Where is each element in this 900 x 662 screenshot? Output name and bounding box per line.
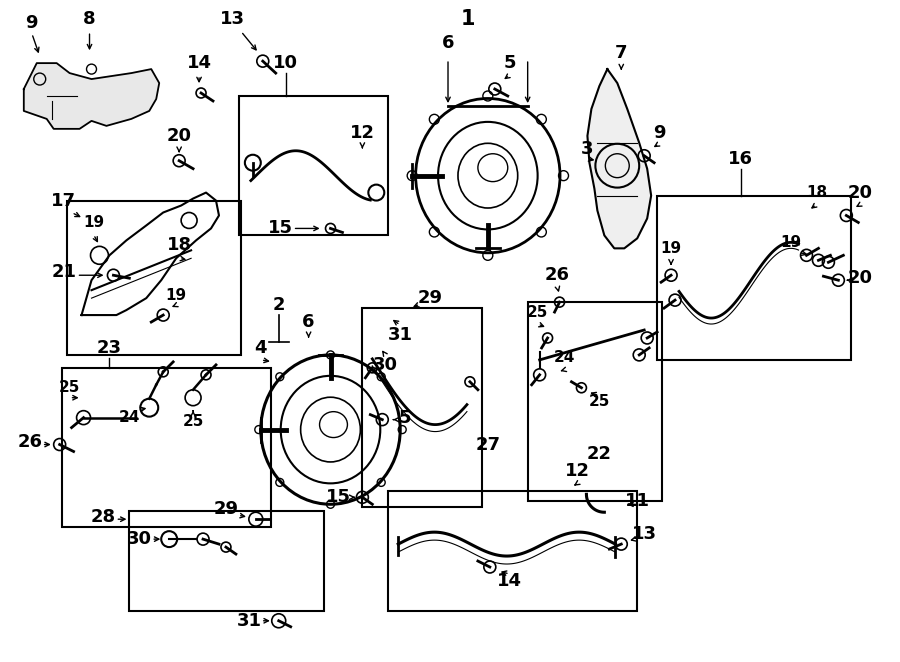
Text: 7: 7 xyxy=(615,44,627,62)
Text: 25: 25 xyxy=(526,305,548,320)
Text: 12: 12 xyxy=(565,463,590,481)
Text: 6: 6 xyxy=(302,313,315,331)
Text: 13: 13 xyxy=(632,525,657,543)
Text: 29: 29 xyxy=(213,500,238,518)
Bar xyxy=(67,201,241,355)
Text: 10: 10 xyxy=(274,54,298,72)
Text: 24: 24 xyxy=(554,350,575,365)
Text: 1: 1 xyxy=(461,9,475,29)
Bar xyxy=(238,96,388,236)
Text: 22: 22 xyxy=(587,446,612,463)
Text: 9: 9 xyxy=(25,15,38,32)
Text: 26: 26 xyxy=(545,266,570,284)
Text: 4: 4 xyxy=(255,339,267,357)
Text: 19: 19 xyxy=(661,241,681,256)
Text: 30: 30 xyxy=(127,530,152,548)
Text: 31: 31 xyxy=(237,612,261,630)
Text: 25: 25 xyxy=(589,394,610,409)
Bar xyxy=(130,511,323,611)
Text: 3: 3 xyxy=(581,140,594,158)
Text: 19: 19 xyxy=(166,288,186,303)
Text: 28: 28 xyxy=(91,508,116,526)
Text: 16: 16 xyxy=(728,150,753,167)
Polygon shape xyxy=(588,69,652,248)
Text: 18: 18 xyxy=(806,185,827,200)
Text: 20: 20 xyxy=(848,269,873,287)
Text: 19: 19 xyxy=(83,215,104,230)
Bar xyxy=(363,308,482,507)
Text: 14: 14 xyxy=(497,572,522,590)
Text: 5: 5 xyxy=(399,408,411,426)
Text: 18: 18 xyxy=(166,236,192,254)
Text: 6: 6 xyxy=(442,34,454,52)
Text: 14: 14 xyxy=(186,54,211,72)
Bar xyxy=(657,195,851,360)
Text: 11: 11 xyxy=(625,493,650,510)
Text: 5: 5 xyxy=(503,54,516,72)
Text: 8: 8 xyxy=(83,11,95,28)
Text: 2: 2 xyxy=(273,296,285,314)
Text: 20: 20 xyxy=(166,127,192,145)
Text: 15: 15 xyxy=(326,489,351,506)
Text: 23: 23 xyxy=(97,339,122,357)
Text: 12: 12 xyxy=(350,124,375,142)
Text: 29: 29 xyxy=(418,289,443,307)
Text: 13: 13 xyxy=(220,11,246,28)
Text: 24: 24 xyxy=(119,410,140,425)
Text: 25: 25 xyxy=(58,380,80,395)
Text: 20: 20 xyxy=(848,183,873,202)
Text: 30: 30 xyxy=(373,356,398,374)
Text: 17: 17 xyxy=(51,191,76,210)
Polygon shape xyxy=(23,63,159,129)
Bar xyxy=(388,491,637,611)
Text: 26: 26 xyxy=(17,432,42,451)
Bar xyxy=(61,368,271,527)
Text: 15: 15 xyxy=(268,219,293,238)
Text: 27: 27 xyxy=(475,436,500,453)
Text: 25: 25 xyxy=(183,414,203,429)
Text: 21: 21 xyxy=(51,263,76,281)
Text: 9: 9 xyxy=(652,124,665,142)
Bar xyxy=(527,302,662,501)
Text: 31: 31 xyxy=(388,326,413,344)
Text: 19: 19 xyxy=(780,235,801,250)
